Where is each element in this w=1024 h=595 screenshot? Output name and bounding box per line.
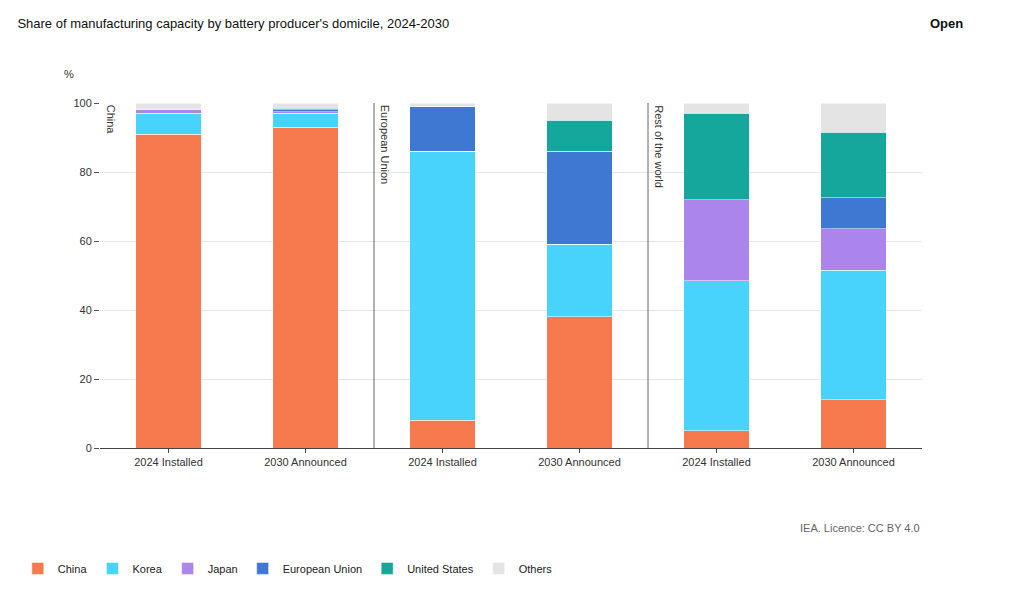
svg-text:2030 Announced: 2030 Announced [812, 456, 895, 468]
svg-text:Share of manufacturing capacit: Share of manufacturing capacity by batte… [17, 16, 449, 31]
svg-text:100: 100 [73, 97, 91, 109]
svg-text:2030 Announced: 2030 Announced [264, 456, 347, 468]
svg-text:Rest of the world: Rest of the world [653, 105, 665, 188]
svg-text:80: 80 [80, 166, 92, 178]
svg-text:20: 20 [80, 373, 92, 385]
svg-text:IEA. Licence: CC BY 4.0: IEA. Licence: CC BY 4.0 [800, 522, 920, 534]
svg-text:2030 Announced: 2030 Announced [538, 456, 621, 468]
svg-text:Open: Open [930, 16, 963, 31]
svg-text:2024 Installed: 2024 Installed [408, 456, 477, 468]
svg-text:%: % [64, 68, 74, 80]
svg-text:0: 0 [86, 442, 92, 454]
svg-text:60: 60 [80, 235, 92, 247]
svg-text:United States: United States [407, 563, 474, 575]
svg-text:2024 Installed: 2024 Installed [682, 456, 751, 468]
svg-text:European Union: European Union [379, 105, 391, 185]
svg-text:40: 40 [80, 304, 92, 316]
svg-text:Others: Others [519, 563, 553, 575]
svg-text:Japan: Japan [208, 563, 238, 575]
svg-text:Korea: Korea [132, 563, 162, 575]
svg-text:2024 Installed: 2024 Installed [134, 456, 203, 468]
svg-text:European Union: European Union [283, 563, 363, 575]
svg-text:China: China [58, 563, 88, 575]
svg-text:China: China [105, 105, 117, 135]
